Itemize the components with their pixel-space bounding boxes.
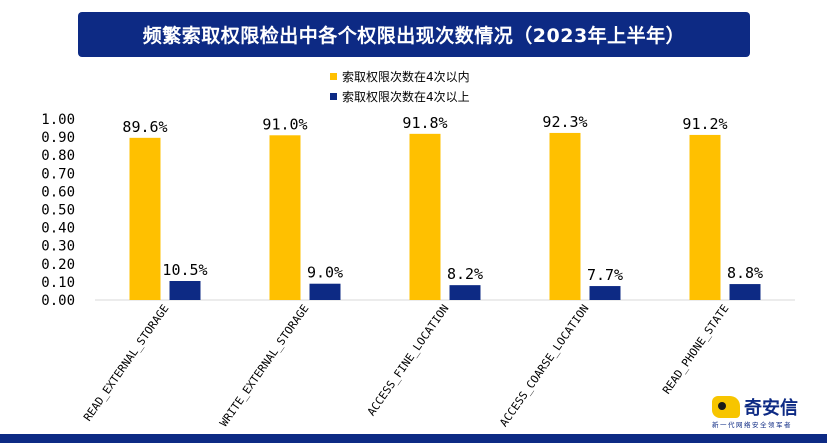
x-tick-label: READ_EXTERNAL_STORAGE — [81, 302, 171, 423]
bar-series1 — [549, 132, 581, 300]
y-tick-label: 0.50 — [41, 203, 75, 219]
qianxin-logo: 奇安信 新一代网络安全领军者 — [710, 392, 820, 430]
bar-series2 — [589, 286, 621, 300]
data-label: 89.6% — [122, 118, 167, 136]
data-label: 8.2% — [447, 265, 483, 283]
data-label: 7.7% — [587, 266, 623, 284]
x-tick-label: ACCESS_FINE_LOCATION — [365, 302, 452, 418]
y-tick-label: 0.40 — [41, 221, 75, 237]
y-tick-label: 0.00 — [41, 293, 75, 309]
bar-series1 — [129, 137, 161, 300]
data-label: 91.8% — [402, 114, 447, 132]
bar-series2 — [309, 283, 341, 300]
bar-series2 — [169, 280, 201, 300]
bar-series1 — [409, 133, 441, 300]
legend-label-series1: 索取权限次数在4次以内 — [342, 69, 470, 84]
legend-label-series2: 索取权限次数在4次以上 — [342, 89, 470, 104]
data-label: 92.3% — [542, 113, 587, 131]
data-label: 91.0% — [262, 115, 307, 133]
bar-series1 — [269, 135, 301, 300]
data-label: 10.5% — [162, 261, 207, 279]
y-tick-label: 0.80 — [41, 148, 75, 164]
legend-item-series1: 索取权限次数在4次以内 — [330, 66, 470, 86]
bottom-bar — [0, 434, 827, 443]
data-label: 8.8% — [727, 264, 763, 282]
y-tick-label: 0.20 — [41, 257, 75, 273]
data-label: 9.0% — [307, 264, 343, 282]
legend: 索取权限次数在4次以内 索取权限次数在4次以上 — [330, 66, 470, 106]
x-tick-label: READ_PHONE_STATE — [660, 302, 731, 396]
data-label: 91.2% — [682, 115, 727, 133]
logo-mark-icon — [712, 396, 740, 418]
title-banner: 频繁索取权限检出中各个权限出现次数情况（2023年上半年） — [78, 12, 750, 57]
x-tick-label: ACCESS_COARSE_LOCATION — [497, 302, 591, 429]
y-tick-label: 0.90 — [41, 130, 75, 146]
y-tick-label: 0.70 — [41, 166, 75, 182]
legend-swatch-series1 — [330, 72, 337, 80]
legend-swatch-series2 — [330, 92, 337, 100]
logo-tagline: 新一代网络安全领军者 — [712, 421, 792, 429]
bar-series1 — [689, 134, 721, 300]
bar-series2 — [729, 284, 761, 300]
bar-series2 — [449, 285, 481, 300]
y-tick-label: 0.10 — [41, 275, 75, 291]
logo-name: 奇安信 — [744, 398, 798, 419]
y-tick-label: 1.00 — [41, 112, 75, 128]
x-tick-label: WRITE_EXTERNAL_STORAGE — [217, 302, 311, 429]
y-tick-label: 0.30 — [41, 239, 75, 255]
legend-item-series2: 索取权限次数在4次以上 — [330, 86, 470, 106]
y-tick-label: 0.60 — [41, 184, 75, 200]
chart-title: 频繁索取权限检出中各个权限出现次数情况（2023年上半年） — [142, 25, 686, 47]
